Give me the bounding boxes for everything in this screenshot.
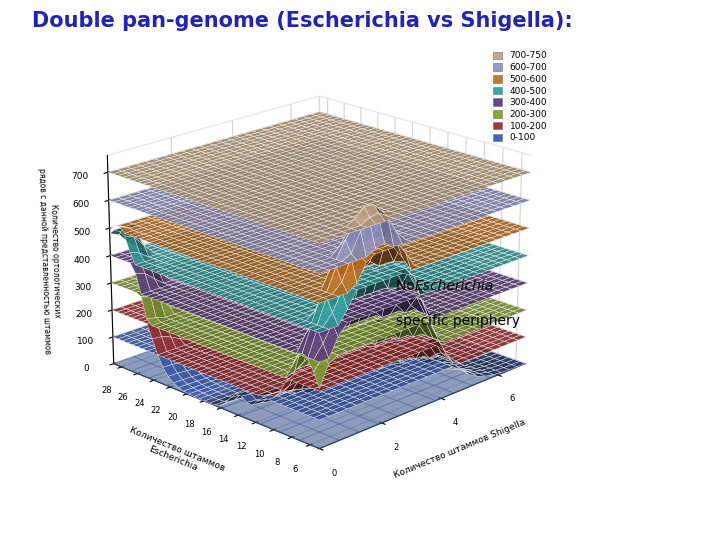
Text: Escherichia: Escherichia — [415, 279, 494, 293]
Y-axis label: Количество штаммов
Escherichia: Количество штаммов Escherichia — [124, 426, 226, 483]
Legend: 700-750, 600-700, 500-600, 400-500, 300-400, 200-300, 100-200, 0-100: 700-750, 600-700, 500-600, 400-500, 300-… — [493, 51, 547, 143]
Text: specific periphery: specific periphery — [396, 314, 520, 328]
Text: Double pan-genome (Escherichia vs Shigella):: Double pan-genome (Escherichia vs Shigel… — [32, 11, 573, 31]
X-axis label: Количество штаммов Shigella: Количество штаммов Shigella — [393, 418, 527, 480]
Text: No: No — [396, 279, 419, 293]
